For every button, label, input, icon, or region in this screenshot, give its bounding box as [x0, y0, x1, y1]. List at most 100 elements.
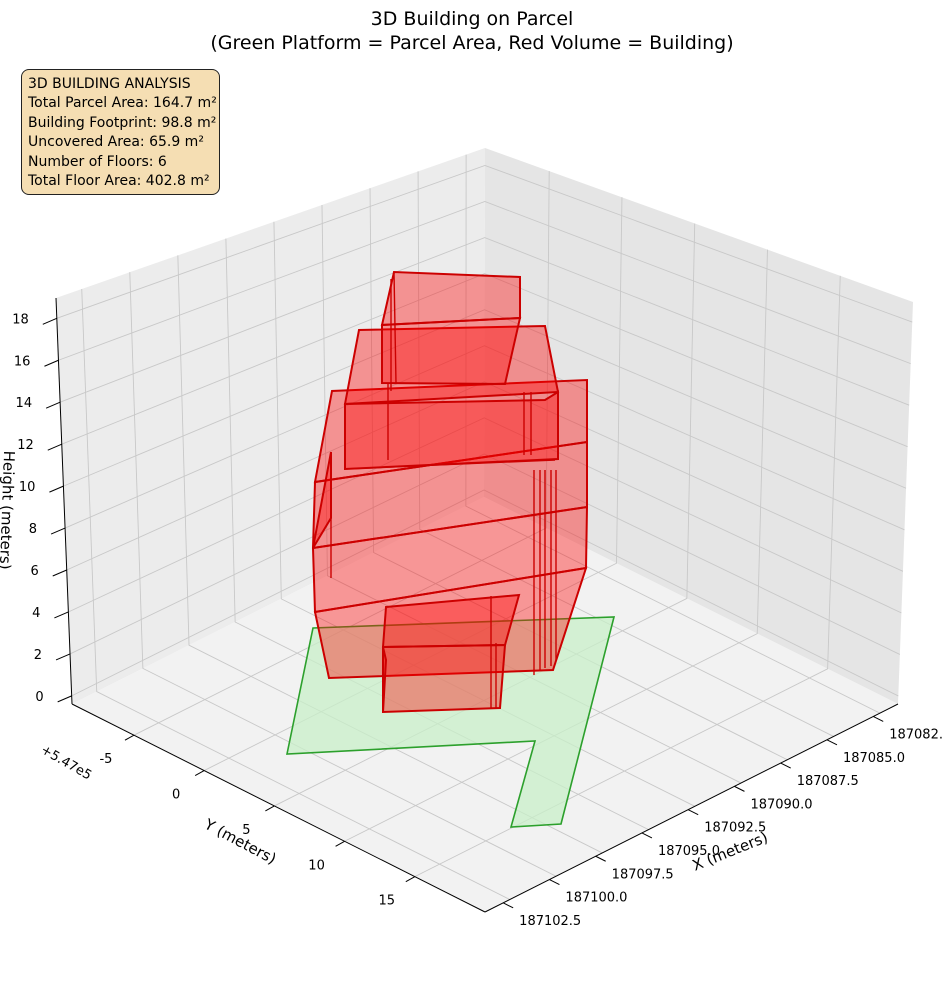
- building-edge: [344, 459, 556, 470]
- z-grid-line: [56, 164, 913, 323]
- z-tick-mark: [42, 317, 57, 325]
- x-grid-line: [417, 171, 834, 737]
- z-tick-label: 8: [29, 522, 37, 537]
- z-tick-label: 10: [19, 480, 36, 495]
- parcel-polygon: [286, 616, 616, 828]
- x-grid-line: [129, 272, 557, 877]
- x-tick-mark: [780, 762, 791, 769]
- y-grid-line: [344, 249, 768, 842]
- top-block-roof: [380, 270, 521, 327]
- z-tick-mark: [50, 527, 66, 535]
- x-tick-label: 187102.5: [519, 914, 581, 929]
- left-wall: [56, 148, 485, 704]
- x-tick-mark: [687, 809, 699, 816]
- ground-block-side: [382, 646, 388, 713]
- x-tick-mark: [502, 902, 514, 909]
- x-axis-line: [484, 703, 899, 913]
- info-line-uncovered: Uncovered Area: 65.9 m²: [28, 134, 204, 151]
- z-tick-labels: 0 2 4 6 8 10 12 14 16 18: [12, 312, 43, 705]
- z-tick-mark: [44, 359, 59, 367]
- x-tick-label: 187087.5: [797, 774, 859, 789]
- z-tick-mark: [47, 443, 62, 451]
- z-grid-line: [64, 345, 905, 531]
- chart-title: 3D Building on Parcel: [371, 8, 574, 30]
- x-tick-label: 187095.0: [658, 844, 720, 859]
- upper-block-face: [344, 390, 559, 471]
- z-tick-label: 12: [17, 438, 34, 453]
- x-grid-line: [177, 255, 603, 854]
- right-wall: [484, 148, 913, 704]
- tick-marks: [42, 317, 884, 909]
- z-tick-label: 18: [12, 312, 29, 327]
- ground-block-front: [382, 643, 507, 714]
- x-tick-mark: [734, 785, 745, 792]
- x-tick-label: 187082.5: [889, 727, 944, 742]
- z-grid-line: [71, 489, 899, 697]
- info-line-parcel-area: Total Parcel Area: 164.7 m²: [28, 95, 217, 112]
- building-analysis-box: 3D BUILDING ANALYSIS Total Parcel Area: …: [21, 69, 220, 195]
- z-tick-mark: [52, 569, 67, 577]
- x-grid-line: [81, 288, 510, 900]
- z-grid-line: [66, 381, 904, 572]
- x-grid-line: [321, 204, 742, 784]
- y-tick-label: -5: [99, 752, 112, 767]
- z-grid-line: [68, 417, 902, 614]
- y-tick-mark: [265, 805, 275, 812]
- x-tick-mark: [595, 855, 606, 862]
- z-tick-label: 14: [16, 396, 33, 411]
- x-tick-mark: [641, 832, 653, 839]
- y-axis-label: Y (meters): [201, 815, 280, 868]
- y-tick-labels: -5 0 5 10 15: [99, 752, 395, 908]
- x-tick-label: 187092.5: [704, 821, 766, 836]
- y-grid-line: [133, 171, 550, 736]
- y-offset-label: +5.47e5: [38, 742, 94, 783]
- x-tick-mark: [872, 716, 884, 722]
- chart-subtitle: (Green Platform = Parcel Area, Red Volum…: [210, 32, 733, 54]
- z-grid-line: [69, 453, 901, 655]
- x-tick-label: 187097.5: [612, 867, 674, 882]
- z-tick-label: 0: [35, 690, 43, 705]
- info-line-footprint: Building Footprint: 98.8 m²: [28, 114, 217, 131]
- x-tick-mark: [549, 879, 560, 885]
- top-block-face: [381, 316, 522, 386]
- axis-lines: [55, 297, 899, 913]
- z-tick-label: 16: [14, 354, 31, 369]
- x-tick-labels: 187082.5 187085.0 187087.5 187090.0 187092.5…: [519, 727, 944, 928]
- x-grid-line: [465, 154, 881, 714]
- x-tick-label: 187100.0: [565, 891, 627, 906]
- tier-left-side: [312, 451, 332, 549]
- y-tick-mark: [194, 770, 205, 776]
- z-tick-label: 6: [30, 564, 38, 579]
- z-tick-mark: [57, 695, 72, 703]
- z-tick-label: 4: [32, 606, 40, 621]
- z-axis-label: Height (meters): [0, 450, 18, 570]
- y-axis-line: [71, 703, 486, 913]
- info-line-floor-area: Total Floor Area: 402.8 m²: [28, 173, 210, 190]
- z-tick-mark: [45, 401, 61, 409]
- x-grid-line: [225, 238, 649, 831]
- info-title: 3D BUILDING ANALYSIS: [28, 76, 191, 92]
- z-tick-label: 2: [34, 648, 42, 663]
- x-grid-line: [369, 188, 788, 761]
- z-tick-mark: [49, 485, 64, 493]
- x-tick-label: 187090.0: [750, 797, 812, 812]
- info-line-floors: Number of Floors: 6: [28, 153, 167, 170]
- z-grid-line: [59, 237, 910, 406]
- parcel-platform: [286, 616, 616, 828]
- x-tick-mark: [826, 739, 838, 746]
- building-volume: [311, 270, 589, 714]
- grid-lines: [56, 154, 913, 900]
- y-tick-mark: [124, 734, 135, 741]
- z-grid-line: [61, 273, 908, 448]
- y-tick-label: 10: [308, 858, 325, 873]
- z-grid-line: [58, 201, 911, 365]
- y-tick-label: 0: [172, 788, 180, 803]
- axis-panes: [56, 148, 913, 912]
- z-tick-mark: [55, 653, 71, 661]
- z-tick-mark: [54, 611, 69, 619]
- z-grid-line: [63, 309, 907, 489]
- y-tick-label: 15: [379, 894, 396, 909]
- y-tick-mark: [405, 876, 416, 883]
